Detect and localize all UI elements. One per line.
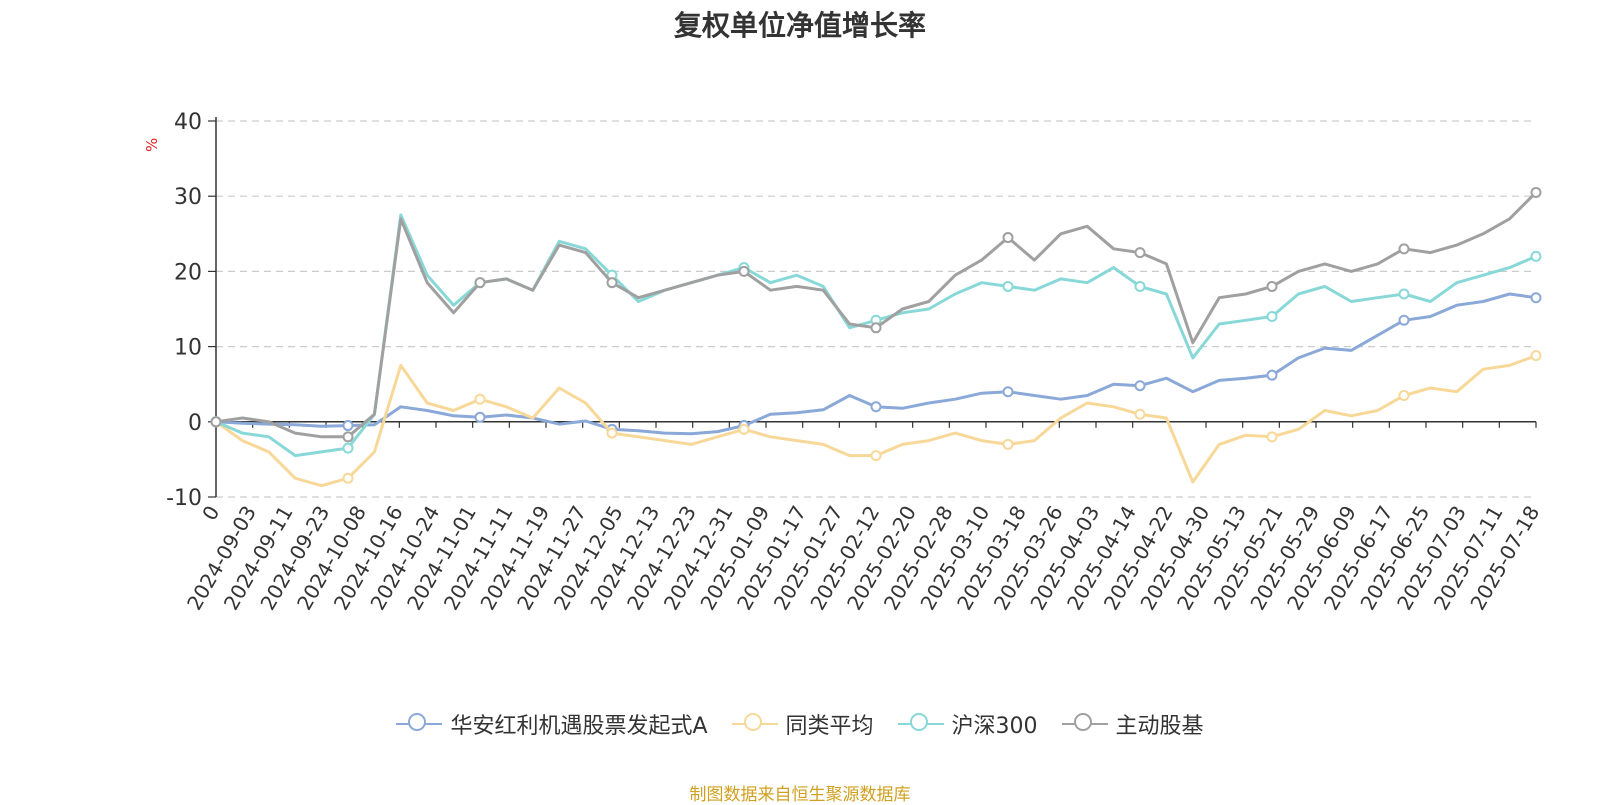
data-point <box>342 472 354 484</box>
legend-label: 华安红利机遇股票发起式A <box>450 714 708 739</box>
data-point <box>1266 431 1278 443</box>
data-point <box>1398 243 1410 255</box>
y-tick-label: -10 <box>166 486 202 511</box>
data-point <box>1002 280 1014 292</box>
data-point <box>1398 314 1410 326</box>
data-point <box>342 431 354 443</box>
data-point <box>1002 232 1014 244</box>
data-point <box>606 427 618 439</box>
data-point <box>738 265 750 277</box>
data-point <box>1266 280 1278 292</box>
y-tick-labels: -10 0 10 20 30 40 <box>166 110 202 511</box>
legend-marker-icon <box>897 711 944 737</box>
y-tick-label: 0 <box>188 411 202 436</box>
data-point <box>474 411 486 423</box>
x-tick-labels: 02024-09-032024-09-112024-09-232024-10-0… <box>182 501 1544 614</box>
legend-item-0[interactable]: 华安红利机遇股票发起式A <box>396 708 708 740</box>
data-point <box>1266 311 1278 323</box>
data-point <box>1002 386 1014 398</box>
data-point <box>1134 280 1146 292</box>
data-point <box>1002 438 1014 450</box>
axes <box>208 117 1537 498</box>
data-point <box>1266 369 1278 381</box>
legend-marker-icon <box>1061 711 1108 737</box>
data-point <box>1398 288 1410 300</box>
series-line-3 <box>215 191 1538 439</box>
y-tick-label: 10 <box>174 336 202 361</box>
data-point <box>1134 247 1146 259</box>
legend-item-2[interactable]: 沪深300 <box>897 708 1038 740</box>
x-tick-label: 0 <box>197 502 224 525</box>
series-line-1 <box>215 354 1537 488</box>
legend-label: 沪深300 <box>951 714 1038 739</box>
data-point <box>1530 186 1542 198</box>
data-point <box>342 420 354 432</box>
data-point <box>738 423 750 435</box>
y-tick-label: 20 <box>174 260 202 285</box>
legend-item-1[interactable]: 同类平均 <box>731 708 874 740</box>
legend: 华安红利机遇股票发起式A 同类平均 沪深300 主动股基 <box>0 708 1600 740</box>
data-point <box>870 322 882 334</box>
series-lines <box>210 186 1542 488</box>
data-point <box>1398 389 1410 401</box>
chart-title: 复权单位净值增长率 <box>673 9 926 42</box>
legend-item-3[interactable]: 主动股基 <box>1061 708 1204 740</box>
data-point <box>1530 292 1542 304</box>
y-tick-label: 30 <box>174 185 202 210</box>
data-point <box>870 450 882 462</box>
data-point <box>1530 250 1542 262</box>
data-point <box>474 277 486 289</box>
data-point <box>1530 350 1542 362</box>
data-point <box>870 401 882 413</box>
data-point <box>606 277 618 289</box>
legend-marker-icon <box>396 711 443 737</box>
data-point <box>342 442 354 454</box>
grid-lines <box>216 120 1536 498</box>
data-point <box>474 393 486 405</box>
source-note: 制图数据来自恒生聚源数据库 <box>689 785 911 805</box>
legend-label: 主动股基 <box>1115 714 1204 739</box>
data-point <box>210 416 222 428</box>
legend-marker-icon <box>731 711 778 737</box>
y-tick-label: 40 <box>174 110 202 135</box>
data-point <box>1134 408 1146 420</box>
legend-label: 同类平均 <box>785 714 874 739</box>
data-point <box>1134 380 1146 392</box>
